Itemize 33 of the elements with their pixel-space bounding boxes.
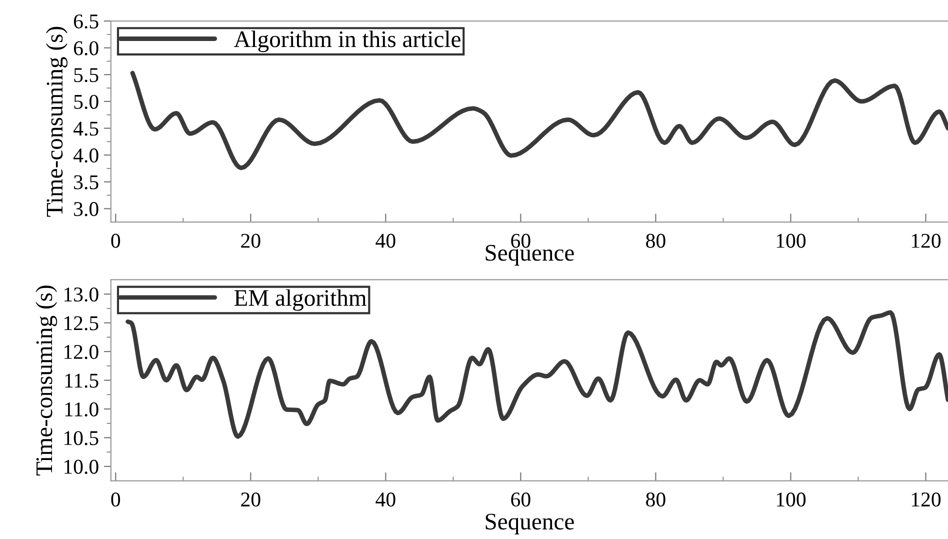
x-tick-label: 100 <box>776 492 806 507</box>
x-axis-title: Sequence <box>486 514 574 534</box>
x-tick-label: 40 <box>376 234 396 248</box>
y-tick-label: 5.0 <box>74 94 98 109</box>
y-tick-label: 12.0 <box>64 344 98 360</box>
x-tick-label: 0 <box>111 492 120 507</box>
y-tick-label: 12.5 <box>64 316 98 330</box>
y-tick-label: 3.5 <box>74 175 98 190</box>
y-tick-label: 10.5 <box>64 431 98 446</box>
y-tick-label: 3.0 <box>74 202 98 216</box>
x-tick-label: 80 <box>646 234 666 248</box>
x-tick-label: 20 <box>241 234 260 248</box>
x-tick-label: 60 <box>511 492 530 507</box>
y-tick-label: 11.0 <box>65 402 98 417</box>
x-tick-label: 40 <box>376 492 396 507</box>
y-tick-label: 11.5 <box>65 374 98 388</box>
x-tick-label: 120 <box>912 234 941 248</box>
y-tick-label: 6.5 <box>74 14 98 29</box>
y-axis-title: Time-consuming (s) <box>36 286 58 476</box>
y-tick-label: 5.5 <box>74 68 98 82</box>
x-tick-label: 80 <box>646 492 666 507</box>
x-tick-label: 120 <box>912 492 941 507</box>
x-tick-label: 100 <box>776 234 806 248</box>
legend-label: EM algorithm <box>234 289 366 311</box>
x-tick-label: 20 <box>241 492 260 507</box>
y-tick-label: 4.5 <box>73 122 98 136</box>
legend-label: Algorithm in this article <box>234 30 460 52</box>
y-tick-label: 4.0 <box>73 148 98 163</box>
y-axis-title: Time-consuming (s) <box>46 26 68 217</box>
x-tick-label: 0 <box>111 234 120 248</box>
y-tick-label: 10.0 <box>64 460 98 474</box>
y-tick-label: 6.0 <box>74 41 98 56</box>
y-tick-label: 13.0 <box>64 287 98 302</box>
